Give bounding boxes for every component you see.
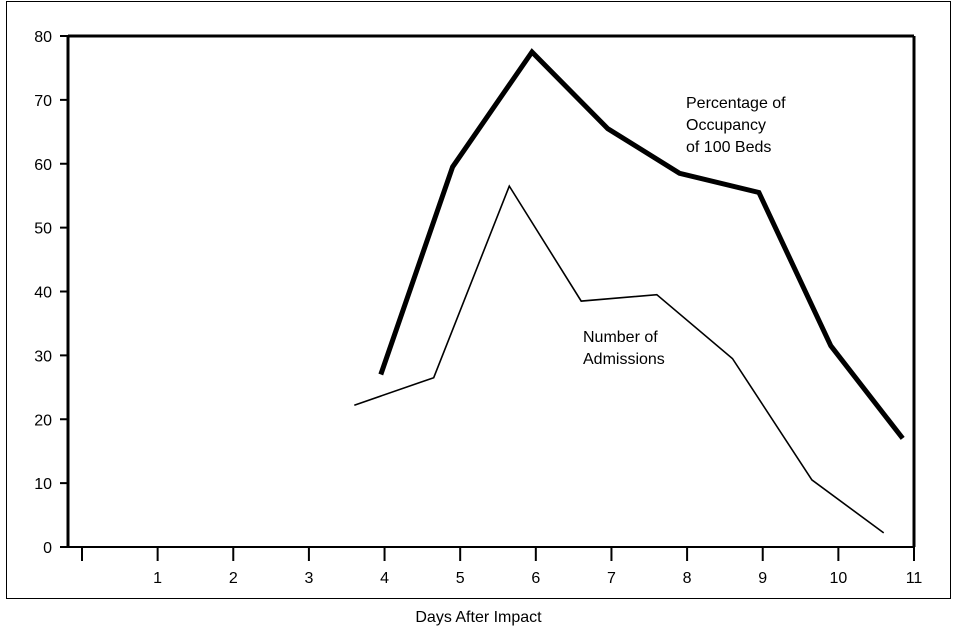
label-occupancy-line: of 100 Beds (686, 139, 771, 156)
x-tick-label: 11 (906, 570, 923, 587)
label-occupancy: Percentage of Occupancy of 100 Beds (686, 95, 786, 156)
y-tick-label: 20 (34, 412, 52, 429)
x-tick-label: 7 (607, 570, 616, 587)
y-tick-label: 80 (34, 29, 52, 46)
chart-frame (6, 1, 951, 599)
label-admissions-line: Number of (583, 329, 658, 346)
label-admissions-line: Admissions (583, 351, 665, 368)
axes (66, 34, 916, 548)
y-axis-ticks: 0 10 20 30 40 50 60 70 80 (34, 29, 68, 557)
x-tick-label: 10 (829, 570, 847, 587)
x-tick-label: 1 (153, 570, 162, 587)
label-admissions: Number of Admissions (583, 329, 665, 368)
label-occupancy-line: Occupancy (686, 117, 766, 134)
x-tick-label: 3 (304, 570, 313, 587)
label-occupancy-line: Percentage of (686, 95, 786, 112)
y-tick-label: 30 (34, 348, 52, 365)
x-tick-label: 2 (229, 570, 238, 587)
y-tick-label: 0 (43, 540, 52, 557)
series-annotations: Percentage of Occupancy of 100 Beds Number … (583, 95, 786, 368)
y-tick-label: 60 (34, 157, 52, 174)
x-tick-label: 4 (380, 570, 389, 587)
x-tick-label: 8 (683, 570, 692, 587)
y-tick-label: 10 (34, 476, 52, 493)
x-tick-label: 6 (531, 570, 540, 587)
y-tick-label: 50 (34, 221, 52, 238)
x-tick-label: 9 (758, 570, 767, 587)
x-axis-ticks: 1 2 3 4 5 6 7 8 9 10 11 (81, 547, 923, 587)
y-tick-label: 40 (34, 285, 52, 302)
series-lines (354, 48, 905, 534)
series-line-occupancy (378, 48, 905, 440)
series-line-admissions (354, 184, 885, 534)
x-axis-title: Days After Impact (415, 609, 542, 626)
x-tick-label: 5 (456, 570, 465, 587)
y-tick-label: 70 (34, 93, 52, 110)
